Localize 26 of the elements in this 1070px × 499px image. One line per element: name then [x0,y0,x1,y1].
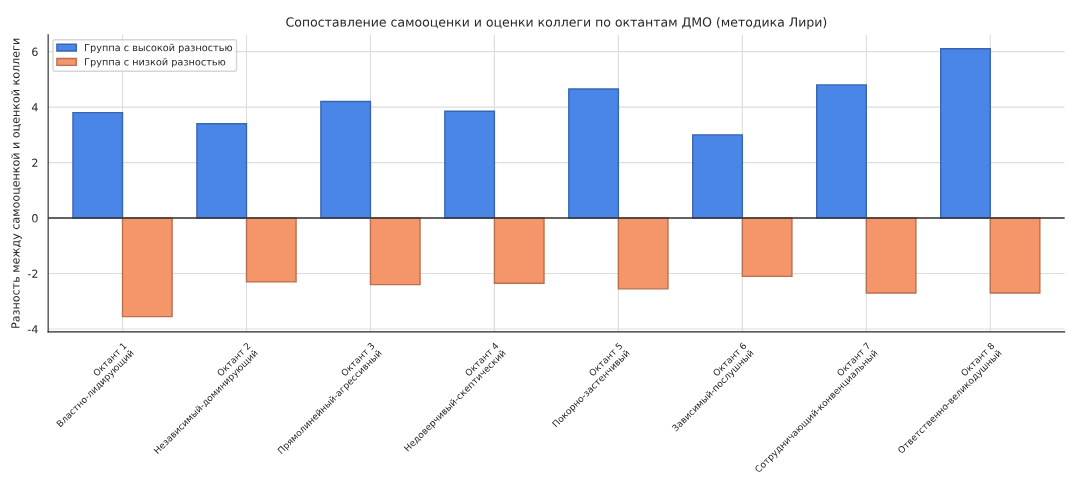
y-tick-label: 0 [32,214,38,223]
bar [320,100,372,219]
bar [741,217,793,278]
bar [939,48,991,219]
bar [196,123,248,219]
bar [568,88,620,219]
bar [444,110,496,219]
y-tick-label: 6 [32,47,38,56]
bar [692,134,744,219]
y-tick-label: -4 [27,325,38,334]
y-tick-label: 4 [31,103,38,112]
bar [989,217,1041,294]
y-tick-label: -2 [27,269,38,278]
bar [617,217,669,290]
bar [121,217,173,318]
bar [245,217,297,283]
bar [816,84,868,219]
bar [72,111,124,219]
bar [865,217,917,294]
y-axis-title: Разность между самооценкой и оценкой коллеги [11,38,22,328]
y-tick-label: 2 [32,158,38,167]
bar [493,217,545,284]
legend-label: Группа с высокой разностью [85,43,233,54]
legend-label: Группа с низкой разностью [85,58,226,68]
bar [369,217,421,286]
chart-title: Сопоставление самооценки и оценки коллеги по октантам ДМО (методика Лири) [286,17,827,30]
